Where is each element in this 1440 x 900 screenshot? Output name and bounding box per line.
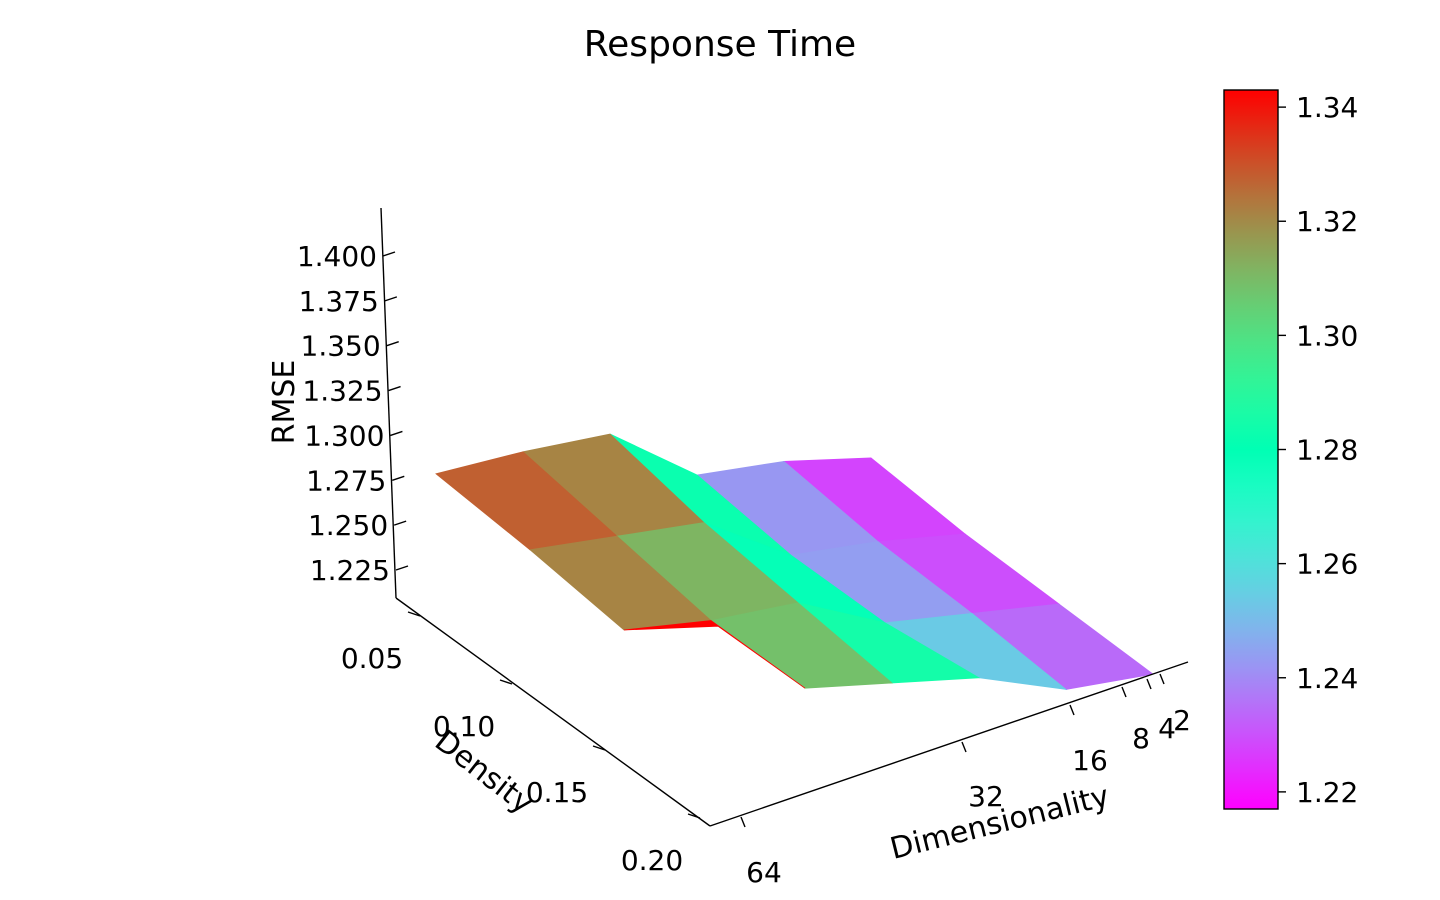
colorbar-tick-label: 1.24: [1296, 662, 1358, 695]
z-tick: [395, 565, 409, 571]
z-tick-label: 1.325: [302, 375, 382, 408]
z-tick-label: 1.275: [306, 464, 386, 497]
z-tick: [384, 296, 398, 302]
x-tick-label: 4: [1158, 712, 1176, 745]
z-tick-label: 1.250: [308, 509, 388, 542]
x-tick: [961, 741, 967, 753]
y-tick: [407, 611, 421, 617]
z-tick-label: 1.375: [299, 285, 379, 318]
surface-plot: [435, 433, 1154, 690]
colorbar: 1.22 1.24 1.26 1.28 1.30 1.32 1.34: [1223, 89, 1358, 810]
x-tick-label: 8: [1132, 722, 1150, 755]
x-tick: [1146, 678, 1152, 690]
y-tick: [687, 813, 701, 819]
z-tick-label: 1.400: [297, 240, 377, 273]
x-tick: [1069, 704, 1075, 716]
z-axis-label: RMSE: [267, 360, 302, 445]
x-tick-label: 16: [1072, 744, 1108, 777]
z-tick: [388, 385, 401, 392]
y-tick: [499, 679, 513, 685]
y-tick: [592, 745, 606, 751]
chart-title: Response Time: [584, 24, 856, 65]
x-tick-label: 2: [1173, 704, 1191, 737]
surface-patch: [623, 620, 806, 689]
x-tick: [1159, 673, 1165, 685]
colorbar-gradient: [1223, 89, 1279, 810]
y-tick-label: 0.10: [433, 710, 495, 743]
x-tick: [740, 816, 746, 828]
z-axis-line: [380, 207, 397, 599]
colorbar-tick-label: 1.22: [1296, 776, 1358, 809]
colorbar-tick-label: 1.26: [1296, 548, 1358, 581]
y-tick-label: 0.15: [526, 776, 588, 809]
z-tick: [382, 251, 396, 257]
x-tick: [1121, 686, 1127, 698]
z-tick: [390, 430, 403, 437]
y-axis-line: [395, 597, 711, 827]
colorbar-tick-label: 1.30: [1296, 319, 1358, 352]
z-tick: [386, 341, 399, 347]
x-tick-label: 64: [746, 856, 782, 889]
z-tick: [392, 475, 405, 481]
y-tick-label: 0.20: [621, 844, 683, 877]
colorbar-tick-label: 1.32: [1296, 205, 1358, 238]
colorbar-tick-label: 1.28: [1296, 434, 1358, 467]
y-tick-label: 0.05: [341, 642, 403, 675]
z-tick-label: 1.350: [301, 330, 381, 363]
colorbar-tick-label: 1.34: [1296, 91, 1358, 124]
z-tick-label: 1.300: [304, 419, 384, 452]
x-tick-label: 32: [968, 780, 1004, 813]
z-tick-label: 1.225: [310, 554, 390, 587]
z-tick: [393, 520, 407, 526]
x-axis-line: [709, 661, 1189, 827]
